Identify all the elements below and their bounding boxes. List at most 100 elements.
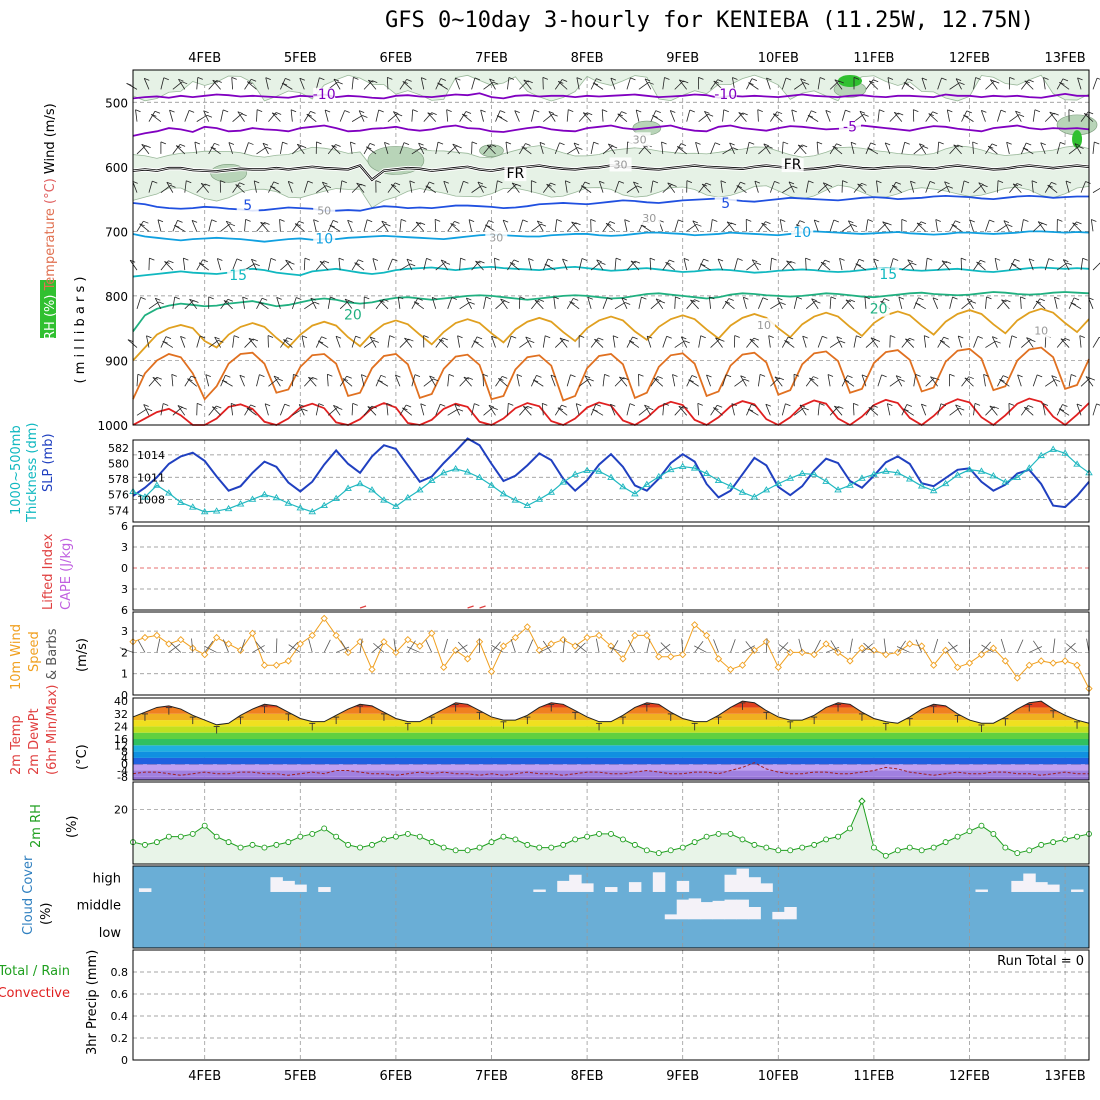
wind-barb-flag bbox=[605, 222, 612, 226]
wind10m-marker bbox=[177, 636, 185, 644]
wind-barb-flag bbox=[561, 79, 568, 82]
wind-barb-flag bbox=[425, 185, 431, 189]
wind-barb-flag bbox=[638, 373, 644, 377]
wind-barb bbox=[921, 403, 927, 416]
wind10m-marker bbox=[726, 665, 735, 674]
wind-barb-flag bbox=[327, 373, 333, 377]
wind10m-barb bbox=[168, 643, 181, 653]
wind10m-marker bbox=[691, 621, 699, 629]
wind-barb bbox=[399, 338, 409, 348]
wind-barb-flag bbox=[1008, 402, 1015, 406]
wind-barb bbox=[1068, 221, 1077, 232]
wind-barb bbox=[363, 143, 371, 155]
wind-barb-flag bbox=[666, 335, 672, 339]
wind-barb-flag bbox=[807, 114, 814, 118]
thickness-marker bbox=[547, 488, 556, 495]
wind-barb-flag bbox=[250, 404, 256, 408]
thickness-marker bbox=[260, 490, 269, 498]
wind-barb-flag bbox=[1028, 79, 1034, 83]
wind10m-barb bbox=[539, 645, 553, 653]
wind10m-marker bbox=[918, 642, 926, 650]
wind-barb bbox=[381, 220, 389, 232]
rh-marker bbox=[811, 841, 818, 848]
wind-barb-flag bbox=[319, 77, 325, 81]
thickness-marker bbox=[523, 501, 532, 509]
wind-barb bbox=[602, 221, 611, 232]
wind-barb bbox=[674, 340, 685, 348]
rh-marker bbox=[835, 833, 841, 840]
wind-barb-flag bbox=[759, 374, 766, 377]
wind-barb bbox=[402, 407, 413, 416]
wind-barb-flag bbox=[731, 403, 737, 406]
wind-barb-flag bbox=[174, 296, 180, 300]
wind-barb bbox=[375, 299, 384, 310]
wind-barb bbox=[607, 143, 616, 155]
wind-barb-flag bbox=[1003, 220, 1010, 224]
wind-barb-flag bbox=[713, 80, 719, 84]
wind-barb-flag bbox=[887, 403, 893, 406]
wind-barb-flag bbox=[476, 336, 483, 340]
wind-barb bbox=[554, 79, 563, 90]
wind-barb-flag bbox=[579, 335, 585, 338]
wind-barb-flag bbox=[800, 78, 806, 82]
wind-barb-flag bbox=[997, 180, 1004, 184]
wind-barb-flag bbox=[853, 76, 860, 80]
wind-barb bbox=[351, 259, 359, 271]
wind-barb-flag bbox=[1022, 147, 1029, 151]
cloud-bar bbox=[736, 868, 749, 892]
wind-barb bbox=[1009, 114, 1020, 122]
isotherm-line bbox=[132, 92, 1089, 100]
wind-barb-flag bbox=[356, 182, 362, 186]
wind-barb bbox=[919, 143, 927, 155]
wind-barb-flag bbox=[448, 373, 455, 377]
wind-barb bbox=[928, 113, 938, 122]
wind-barb-flag bbox=[848, 220, 854, 224]
wind-barb-flag bbox=[845, 109, 851, 113]
wind-barb bbox=[1092, 141, 1095, 154]
wind-barb-flag bbox=[893, 258, 899, 261]
wind-barb-flag bbox=[421, 77, 427, 80]
wind-barb bbox=[438, 339, 448, 348]
wind-barb bbox=[989, 405, 998, 416]
wind10m-marker bbox=[655, 653, 663, 661]
wind-barb-flag bbox=[712, 219, 718, 222]
wind-barb bbox=[231, 77, 233, 90]
wind-barb bbox=[435, 404, 441, 416]
wind-barb bbox=[1062, 259, 1070, 271]
wind-barb bbox=[748, 82, 759, 90]
wind-barb-flag bbox=[337, 407, 343, 410]
wind-barb bbox=[644, 404, 652, 416]
thickness-marker bbox=[320, 501, 328, 509]
wind-barb-flag bbox=[164, 261, 170, 264]
temp-tick-label: 0 bbox=[121, 758, 128, 771]
wind-barb-flag bbox=[429, 375, 435, 379]
wind-barb-flag bbox=[508, 402, 514, 406]
wind-barb bbox=[500, 298, 508, 310]
wind10m-barb bbox=[255, 641, 265, 653]
wind-barb-flag bbox=[1005, 299, 1011, 303]
wind-barb bbox=[609, 404, 616, 416]
thickness-marker bbox=[1061, 449, 1069, 456]
wind-barb-flag bbox=[163, 77, 169, 81]
wind-barb bbox=[347, 220, 353, 232]
wind-barb-flag bbox=[594, 338, 600, 342]
wind-barb bbox=[1001, 299, 1010, 310]
thickness-marker bbox=[1025, 464, 1034, 471]
wind-barb-flag bbox=[283, 339, 289, 342]
wind-barb bbox=[196, 114, 208, 122]
wind-barb bbox=[665, 262, 676, 271]
thickness-marker bbox=[499, 490, 508, 497]
thickness-marker bbox=[296, 504, 305, 511]
wind-barb-flag bbox=[1084, 113, 1090, 116]
date-label-top: 5FEB bbox=[284, 51, 317, 66]
wind-barb-flag bbox=[602, 109, 608, 113]
wind-barb bbox=[525, 336, 532, 348]
wind-barb-flag bbox=[492, 407, 498, 410]
wind-barb-flag bbox=[836, 336, 842, 340]
wind-barb-flag bbox=[154, 110, 161, 114]
wind10m-marker bbox=[977, 650, 986, 659]
thickness-marker bbox=[368, 486, 376, 493]
wind-barb-flag bbox=[270, 257, 277, 261]
wind-barb-flag bbox=[653, 377, 660, 381]
wind-barb bbox=[935, 219, 939, 232]
